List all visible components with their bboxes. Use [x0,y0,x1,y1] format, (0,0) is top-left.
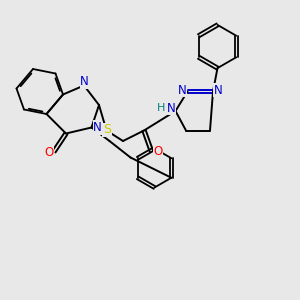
Text: N: N [214,83,223,97]
Text: S: S [103,123,111,136]
Text: N: N [178,83,187,97]
Text: H: H [157,103,165,113]
Text: O: O [154,145,163,158]
Text: N: N [167,101,176,115]
Text: O: O [44,146,53,160]
Text: N: N [93,121,102,134]
Text: N: N [80,75,89,88]
